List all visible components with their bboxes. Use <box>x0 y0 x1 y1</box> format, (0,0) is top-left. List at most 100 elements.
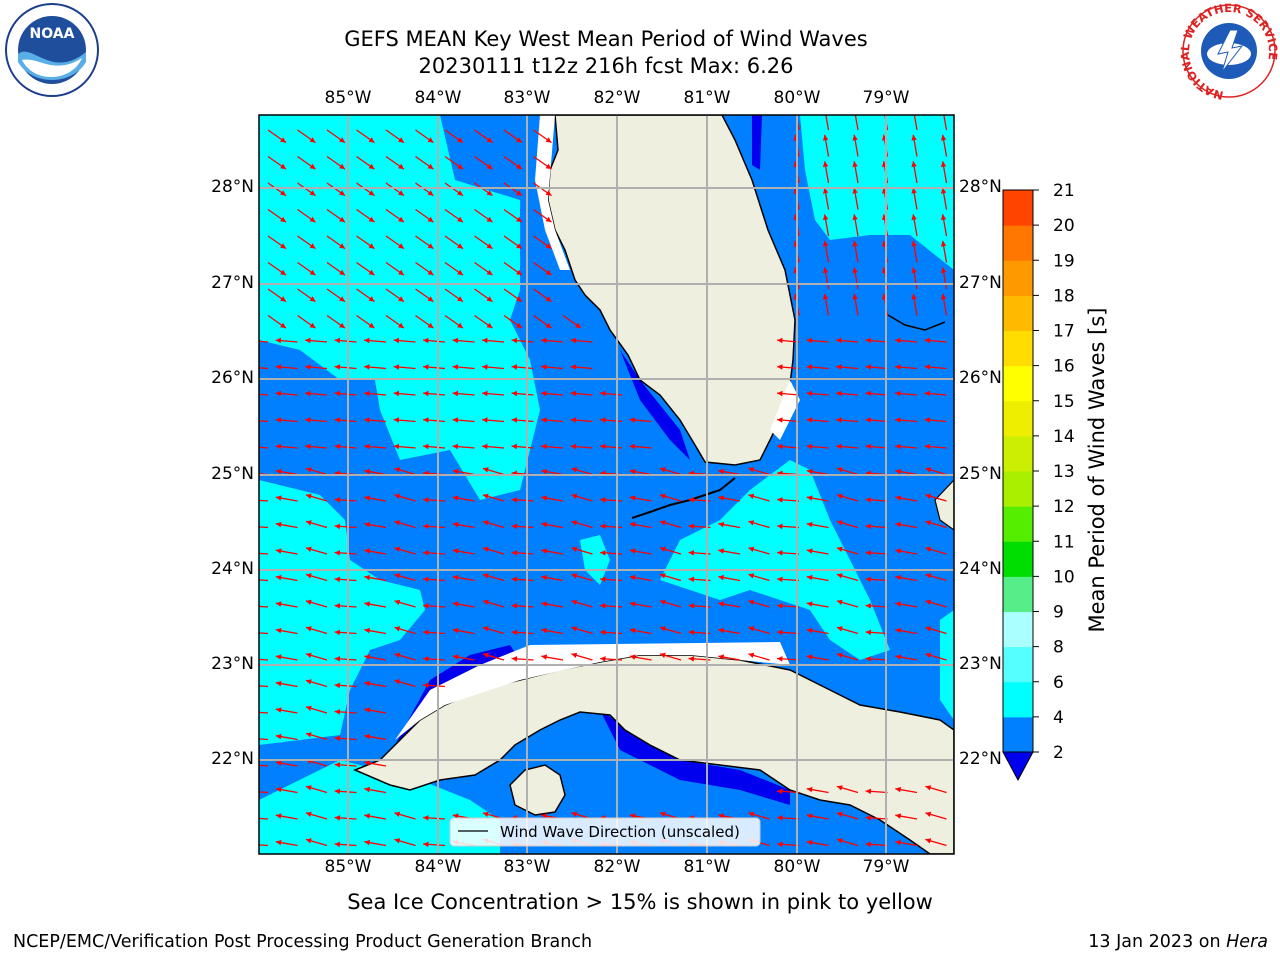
wind-wave-arrowhead <box>571 546 578 552</box>
wind-wave-arrowhead <box>482 599 489 605</box>
colorbar-tick-label: 15 <box>1053 392 1075 412</box>
wind-wave-arrowhead <box>457 137 463 143</box>
wind-wave-arrowhead <box>339 137 345 143</box>
wind-wave-arrowhead <box>452 654 459 660</box>
ocean-deep-band-4 <box>752 115 762 170</box>
colorbar-segment <box>1003 506 1033 542</box>
wind-wave-arrow <box>259 499 269 502</box>
wind-wave-arrow <box>259 632 269 635</box>
wind-wave-arrowhead <box>305 573 312 579</box>
wind-wave-arrowhead <box>280 163 286 170</box>
wind-wave-arrowhead <box>911 214 917 221</box>
chart-subtitle: 20230111 t12z 216h fcst Max: 6.26 <box>418 54 794 78</box>
wind-wave-arrowhead <box>806 364 813 370</box>
wind-wave-arrowhead <box>280 137 286 143</box>
ocean-region-sw <box>259 480 425 745</box>
wind-wave-arrowhead <box>394 679 401 685</box>
wind-wave-arrowhead <box>882 108 887 114</box>
noaa-logo-text: NOAA <box>30 26 75 42</box>
wind-wave-arrowhead <box>718 495 725 501</box>
wind-wave-arrowhead <box>545 296 552 302</box>
wind-wave-arrowhead <box>777 523 783 530</box>
wind-wave-arrowhead <box>571 467 578 473</box>
wind-wave-arrowhead <box>423 629 429 636</box>
wind-wave-arrowhead <box>836 364 842 370</box>
wind-wave-arrowhead <box>398 243 404 249</box>
wind-wave-arrow <box>259 579 269 582</box>
wind-wave-arrowhead <box>364 364 370 370</box>
wind-wave-arrowhead <box>334 337 341 344</box>
wind-wave-arrowhead <box>452 601 459 607</box>
wind-wave-arrowhead <box>275 443 282 450</box>
wind-wave-arrowhead <box>822 134 829 141</box>
axis-tick-label: 83°W <box>503 857 551 877</box>
wind-wave-arrowhead <box>516 296 522 302</box>
wind-wave-arrowhead <box>457 322 463 329</box>
wind-wave-arrowhead <box>911 293 917 300</box>
colorbar-tick-label: 4 <box>1053 708 1064 728</box>
wind-wave-arrowhead <box>865 576 872 583</box>
wind-wave-arrowhead <box>452 337 459 344</box>
wind-wave-arrowhead <box>806 786 813 793</box>
wind-wave-arrowhead <box>457 216 463 223</box>
wind-wave-arrowhead <box>895 813 902 819</box>
wind-wave-arrowhead <box>718 654 725 660</box>
wind-wave-arrowhead <box>836 520 843 526</box>
axis-tick-label: 27°N <box>959 273 1002 293</box>
wind-wave-arrowhead <box>865 337 872 344</box>
wind-wave-arrowhead <box>482 811 489 817</box>
wind-wave-arrowhead <box>895 601 902 607</box>
wind-wave-arrowhead <box>865 841 872 848</box>
axis-tick-label: 80°W <box>773 88 821 108</box>
land-florida <box>547 115 796 466</box>
wind-wave-arrowhead <box>427 137 434 143</box>
wind-wave-arrowhead <box>777 815 783 821</box>
wind-wave-arrowhead <box>486 190 493 196</box>
wind-wave-arrowhead <box>895 654 902 660</box>
wind-wave-arrowhead <box>940 293 947 300</box>
wind-wave-arrowhead <box>275 417 282 423</box>
axis-tick-label: 24°N <box>211 559 254 579</box>
wind-wave-arrowhead <box>334 629 341 636</box>
wind-wave-arrowhead <box>836 573 843 579</box>
wind-wave-arrowhead <box>541 417 547 423</box>
wind-wave-arrowhead <box>629 813 636 819</box>
wind-wave-arrowhead <box>280 296 286 302</box>
wind-wave-arrowhead <box>275 495 282 501</box>
wind-wave-arrowhead <box>852 267 858 274</box>
wind-wave-arrowhead <box>393 443 400 450</box>
wind-wave-arrow <box>259 420 269 423</box>
wind-wave-arrowhead <box>364 813 371 819</box>
wind-wave-arrowhead <box>925 546 932 552</box>
wind-wave-arrowhead <box>748 811 755 817</box>
colorbar-tick-label: 16 <box>1053 357 1075 377</box>
wind-wave-arrowhead <box>541 495 548 501</box>
wind-wave-arrow <box>259 764 269 767</box>
wind-wave-arrowhead <box>364 390 370 397</box>
wind-wave-arrowhead <box>545 216 552 223</box>
wind-wave-arrowhead <box>806 839 813 846</box>
wind-wave-arrowhead <box>600 390 606 397</box>
colorbar-extend-arrow <box>1002 751 1034 782</box>
wind-wave-arrowhead <box>629 495 636 501</box>
colorbar-segment <box>1003 646 1033 683</box>
wind-wave-arrowhead <box>541 813 548 819</box>
colorbar: 2 4 6 8 9 10 11 12 13 14 15 16 17 18 19 20 21 <box>1002 181 1075 782</box>
wind-wave-arrowhead <box>334 762 341 768</box>
wind-wave-arrowhead <box>246 683 252 689</box>
wind-wave-arrowhead <box>482 546 489 552</box>
wind-wave-arrowhead <box>511 576 518 583</box>
wind-wave-arrowhead <box>629 443 636 450</box>
footer-host: Hera <box>1226 932 1268 952</box>
axis-tick-label: 82°W <box>593 857 641 877</box>
wind-wave-arrowhead <box>911 240 917 247</box>
wind-wave-arrow <box>259 393 269 396</box>
wind-wave-arrowhead <box>246 736 252 742</box>
wind-wave-arrowhead <box>806 443 813 450</box>
wind-wave-arrowhead <box>246 842 252 848</box>
wind-wave-arrowhead <box>777 390 783 397</box>
footer-date-text: 13 Jan 2023 on <box>1088 932 1227 952</box>
wind-wave-arrowhead <box>482 573 489 579</box>
wind-wave-arrowhead <box>309 216 316 223</box>
colorbar-tick-label: 18 <box>1053 286 1075 306</box>
